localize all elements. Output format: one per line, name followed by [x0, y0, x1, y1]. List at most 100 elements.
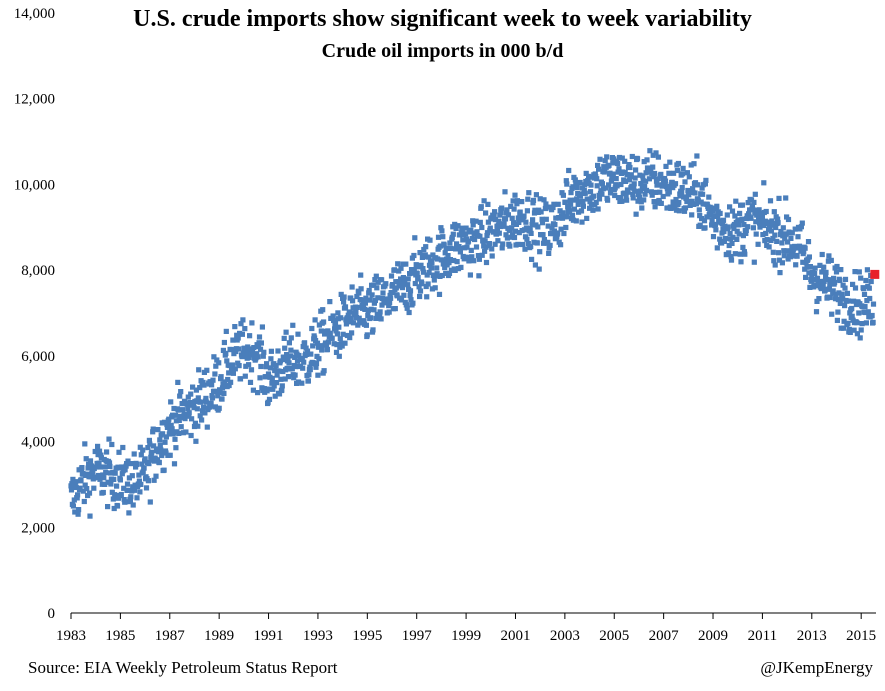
data-point — [161, 467, 167, 473]
data-point — [703, 177, 709, 183]
data-point — [200, 404, 207, 410]
data-point — [177, 393, 183, 399]
data-point — [766, 224, 773, 231]
data-point — [266, 386, 272, 392]
data-point — [273, 363, 279, 369]
data-point — [275, 348, 281, 354]
data-point — [528, 230, 534, 236]
data-point — [239, 331, 245, 337]
data-point — [737, 251, 743, 257]
data-point — [162, 439, 168, 445]
data-point — [399, 285, 406, 291]
data-point — [163, 434, 169, 440]
data-point — [178, 424, 184, 430]
data-point — [483, 259, 490, 266]
data-point — [145, 478, 151, 484]
data-point — [318, 328, 324, 334]
data-point — [289, 366, 295, 372]
data-point — [213, 363, 219, 369]
data-point — [361, 318, 367, 324]
data-point — [701, 218, 708, 224]
data-point — [509, 215, 515, 221]
data-point — [279, 387, 285, 393]
data-point — [207, 379, 213, 385]
data-point — [530, 197, 537, 203]
data-point — [479, 224, 485, 231]
data-point — [631, 185, 637, 191]
data-point — [547, 242, 553, 248]
data-point — [157, 437, 163, 443]
data-point — [805, 239, 812, 245]
data-point — [240, 317, 246, 323]
data-point — [469, 254, 475, 260]
data-point — [224, 358, 230, 364]
data-point — [415, 275, 421, 281]
data-point — [308, 351, 314, 357]
data-point — [477, 233, 483, 239]
data-point — [590, 207, 596, 213]
data-point — [505, 212, 511, 218]
data-point — [792, 226, 798, 232]
data-point — [587, 205, 593, 211]
data-point — [327, 330, 333, 336]
data-point — [171, 430, 177, 436]
data-point — [217, 387, 223, 393]
data-point — [753, 231, 759, 237]
data-point — [290, 322, 296, 328]
data-point — [819, 251, 825, 258]
data-point — [587, 199, 593, 205]
data-point — [316, 322, 322, 328]
data-point — [258, 363, 264, 370]
data-point — [396, 283, 402, 289]
data-point — [452, 267, 458, 273]
data-point — [865, 309, 871, 315]
data-point — [195, 395, 201, 401]
data-point — [713, 227, 719, 233]
data-point — [137, 489, 143, 495]
data-point — [100, 489, 106, 496]
data-point — [540, 232, 546, 238]
data-point — [763, 208, 769, 215]
data-point — [347, 335, 353, 341]
data-point — [532, 207, 538, 213]
data-point — [782, 236, 788, 242]
data-point — [402, 281, 408, 287]
data-point — [432, 285, 438, 291]
data-point — [755, 211, 761, 217]
data-point — [495, 238, 501, 244]
data-point — [527, 225, 533, 232]
data-point — [313, 360, 320, 367]
data-point — [270, 386, 276, 392]
data-point — [714, 203, 720, 209]
data-point — [613, 176, 619, 182]
data-point — [751, 259, 757, 265]
data-point — [759, 218, 765, 224]
data-point — [588, 202, 595, 208]
data-point — [863, 320, 869, 326]
data-point — [102, 481, 108, 487]
data-point — [666, 170, 672, 176]
data-point — [150, 426, 156, 432]
data-point — [370, 282, 377, 288]
data-point — [86, 490, 93, 496]
data-point — [787, 254, 793, 260]
data-point — [324, 346, 330, 353]
data-point — [208, 403, 214, 409]
data-point — [189, 416, 195, 422]
data-point — [740, 244, 746, 250]
data-point — [457, 249, 463, 255]
data-point — [440, 261, 446, 267]
data-point — [734, 228, 740, 234]
data-point — [574, 196, 580, 202]
data-point — [644, 157, 650, 163]
data-point — [769, 222, 775, 228]
data-point — [434, 265, 440, 271]
data-point — [155, 427, 161, 433]
data-point — [363, 322, 369, 328]
data-point — [459, 228, 465, 234]
data-point — [114, 483, 120, 489]
data-point — [346, 319, 352, 325]
data-point — [525, 196, 531, 202]
data-point — [553, 215, 559, 221]
data-point — [479, 252, 485, 258]
